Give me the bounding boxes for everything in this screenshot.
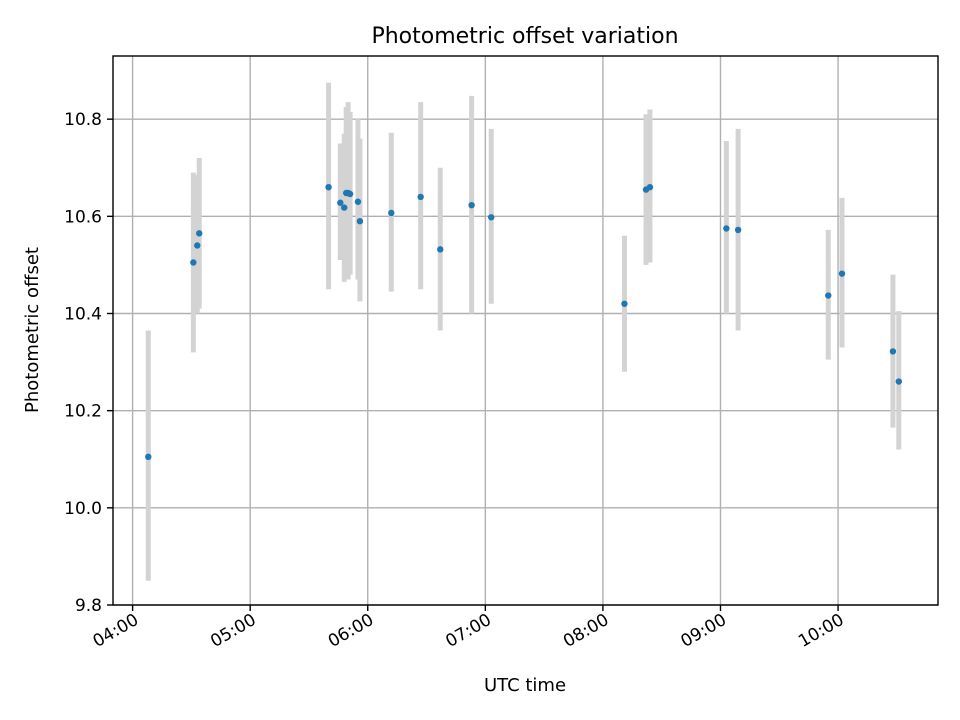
data-point <box>437 246 444 253</box>
data-point <box>388 209 395 217</box>
y-tick-label: 10.6 <box>64 207 102 227</box>
y-tick-label: 10.4 <box>64 304 102 324</box>
data-point <box>488 214 495 221</box>
data-point <box>341 204 348 211</box>
data-point <box>145 453 152 461</box>
data-point <box>337 199 344 206</box>
data-point <box>356 217 364 225</box>
data-point <box>194 242 201 249</box>
data-point <box>621 300 628 307</box>
data-point <box>734 226 742 234</box>
y-axis-label: Photometric offset <box>22 247 43 413</box>
y-tick-label: 10.2 <box>64 402 102 422</box>
plot-frame <box>112 55 939 606</box>
data-point <box>825 292 832 299</box>
data-point <box>196 230 203 237</box>
data-point <box>889 348 897 355</box>
data-point <box>468 201 475 209</box>
chart-title: Photometric offset variation <box>371 24 678 49</box>
data-point <box>325 183 332 191</box>
data-point <box>417 193 424 201</box>
data-point <box>723 225 730 232</box>
x-axis-label: UTC time <box>484 675 566 696</box>
data-point <box>895 378 903 385</box>
data-point <box>346 190 354 198</box>
y-tick-label: 10.0 <box>64 499 102 519</box>
y-tick-label: 9.8 <box>75 596 102 616</box>
data-point <box>646 183 654 191</box>
point-layer <box>145 183 903 461</box>
data-point <box>190 259 197 266</box>
y-tick-label: 10.8 <box>64 110 102 130</box>
data-point <box>354 198 362 205</box>
data-point <box>838 270 846 277</box>
